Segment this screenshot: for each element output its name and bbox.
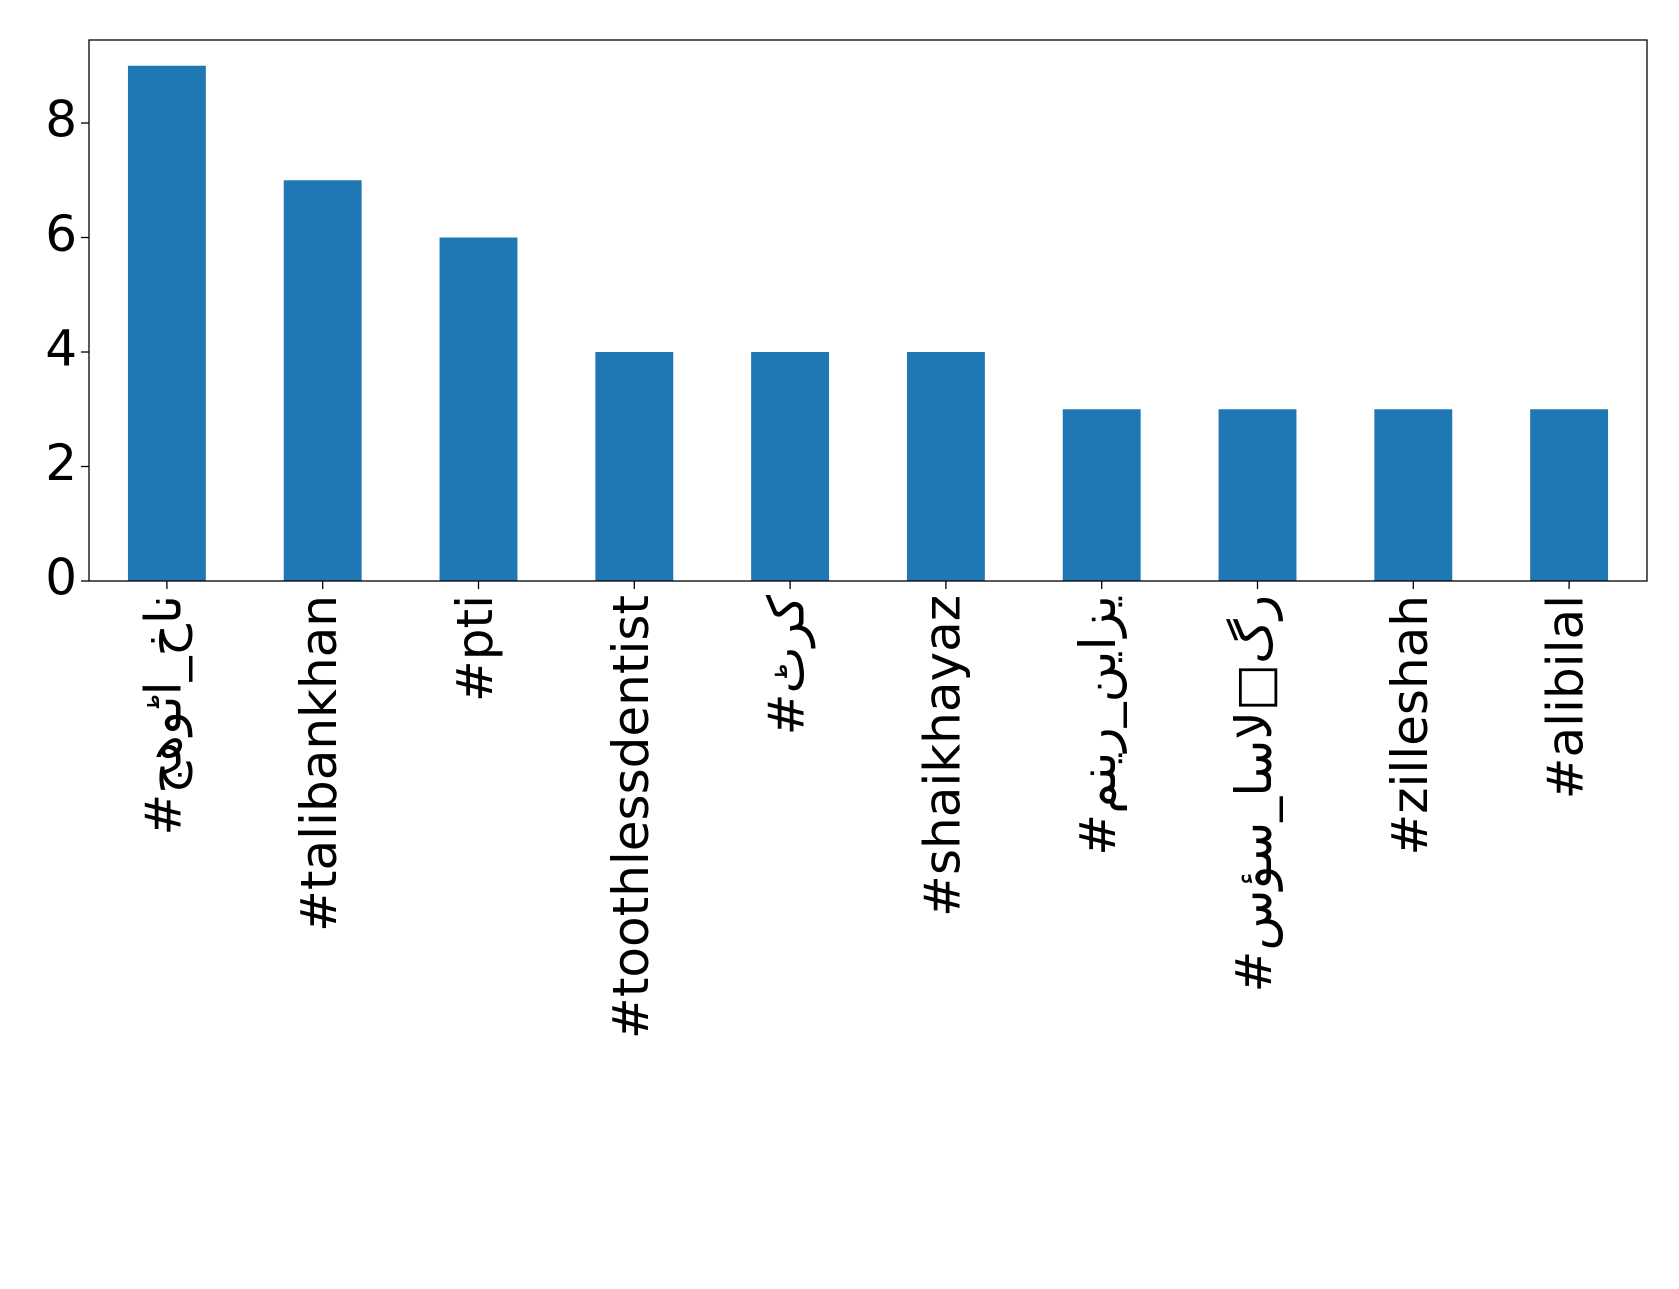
y-tick-label: 2 [45,434,77,492]
y-tick-label: 8 [45,91,77,149]
bar [751,352,830,581]
x-tick-label: #pti [446,595,504,702]
x-tick-label: #toothlessdentist [602,595,660,1039]
x-tick-label: #سؤس_اسال□گر [1225,595,1283,992]
x-tick-label: #منیر_نیازی [1069,595,1127,856]
x-tick-label: #ٹرک [758,595,816,736]
bar [1374,409,1453,581]
bar [906,352,985,581]
y-tick-label: 4 [45,320,77,378]
bar [439,237,518,581]
x-tick-label: #alibilal [1537,595,1595,799]
y-tick-label: 6 [45,205,77,263]
y-tick-label: 0 [45,549,77,607]
bar [1062,409,1141,581]
bar [1218,409,1297,581]
bar [283,180,362,581]
x-tick-label: #zilleshah [1381,595,1439,856]
bar [127,65,206,581]
bar [595,352,674,581]
x-tick-label: #shaikhayaz [913,595,971,917]
bar [1530,409,1609,581]
x-tick-label: #جھوٹا_خان [134,595,193,836]
x-tick-label: #talibankhan [290,595,348,932]
plot-frame [88,39,1648,582]
